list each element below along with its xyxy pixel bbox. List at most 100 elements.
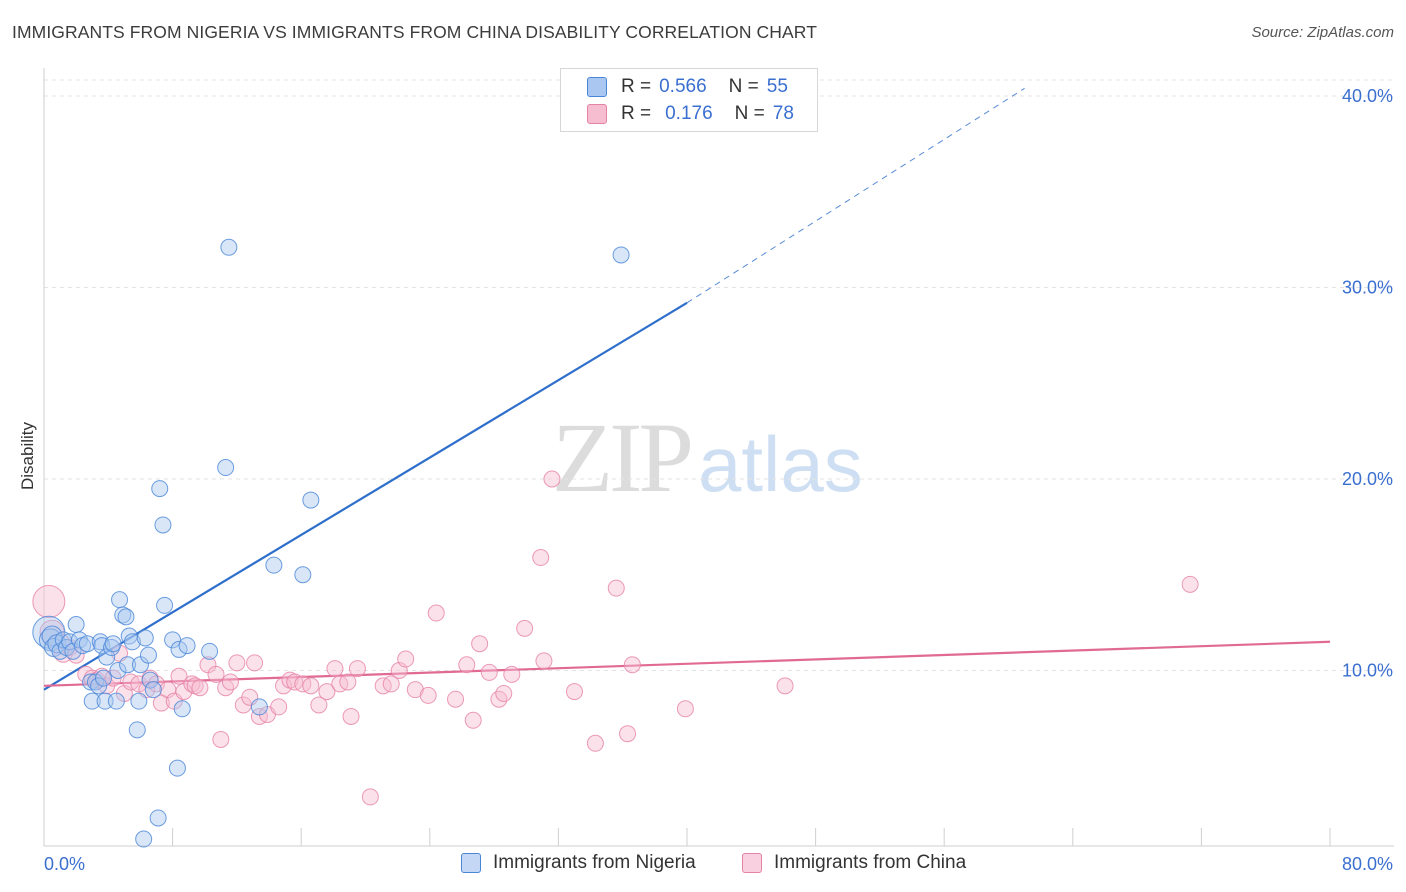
china-point: [302, 677, 320, 695]
nigeria-point: [67, 616, 85, 634]
series-legend-label: Immigrants from Nigeria: [493, 852, 696, 873]
legend-r-label: R =: [621, 76, 652, 97]
nigeria-point: [217, 459, 235, 477]
china-point: [246, 654, 264, 672]
nigeria-point: [111, 591, 129, 609]
legend-r-label: R =: [621, 103, 652, 124]
china-trend-line: [43, 640, 1331, 687]
series-swatch-nigeria: [461, 853, 481, 873]
nigeria-point: [130, 692, 148, 710]
legend-row-china: R = 0.176 N = 78: [587, 101, 794, 127]
china-point: [397, 650, 415, 668]
china-point: [565, 683, 583, 701]
china-point: [183, 675, 201, 693]
china-point: [676, 700, 694, 718]
china-point: [310, 696, 328, 714]
nigeria-point: [136, 629, 154, 647]
axes: [43, 68, 1394, 847]
china-point: [361, 788, 379, 806]
series-legend-label: Immigrants from China: [774, 852, 967, 873]
nigeria-point: [82, 673, 100, 691]
nigeria-point: [128, 721, 146, 739]
china-point: [170, 667, 188, 685]
legend-r-value: 0.176: [665, 103, 713, 124]
nigeria-point: [70, 631, 88, 649]
nigeria-trend-extension: [686, 87, 1025, 304]
series-legend-china[interactable]: Immigrants from China: [742, 852, 966, 874]
nigeria-point: [201, 642, 219, 660]
china-point: [228, 654, 246, 672]
nigeria-point: [168, 759, 186, 777]
china-point: [419, 686, 437, 704]
nigeria-point: [156, 596, 174, 614]
china-point: [447, 690, 465, 708]
china-point: [221, 673, 239, 691]
nigeria-point: [154, 516, 172, 534]
china-point: [607, 579, 625, 597]
nigeria-point: [149, 809, 167, 827]
china-point: [212, 730, 230, 748]
nigeria-point: [220, 238, 238, 256]
series-legend: Immigrants from Nigeria Immigrants from …: [0, 852, 1406, 878]
china-point: [318, 683, 336, 701]
china-point: [207, 665, 225, 683]
china-point: [427, 604, 445, 622]
zipatlas-watermark: ZIP atlas: [552, 402, 863, 513]
chart-title: IMMIGRANTS FROM NIGERIA VS IMMIGRANTS FR…: [12, 22, 818, 42]
y-tick-label: 40.0%: [1342, 86, 1393, 106]
series-swatch-china: [742, 853, 762, 873]
x-tick-label: 0.0%: [44, 854, 85, 874]
nigeria-point: [107, 692, 125, 710]
nigeria-point: [173, 700, 191, 718]
nigeria-point: [294, 566, 312, 584]
china-point: [32, 585, 66, 619]
y-axis-label: Disability: [18, 421, 37, 491]
nigeria-point: [83, 692, 101, 710]
nigeria-point: [104, 635, 122, 653]
china-point: [275, 677, 293, 695]
legend-n-value: 78: [772, 103, 794, 124]
nigeria-point: [265, 556, 283, 574]
source-credit: Source: ZipAtlas.com: [1251, 24, 1394, 41]
legend-row-nigeria: R = 0.566 N = 55: [587, 74, 788, 100]
nigeria-point: [117, 608, 135, 626]
nigeria-point: [164, 631, 182, 649]
nigeria-point: [78, 635, 96, 653]
y-tick-label: 30.0%: [1342, 278, 1393, 298]
legend-swatch-nigeria: [587, 77, 607, 97]
series-legend-nigeria[interactable]: Immigrants from Nigeria: [461, 852, 696, 874]
china-point: [471, 635, 489, 653]
nigeria-point: [119, 656, 137, 674]
china-point: [270, 698, 288, 716]
china-point: [191, 679, 209, 697]
china-point: [464, 711, 482, 729]
china-point: [619, 725, 637, 743]
legend-n-label: N =: [728, 76, 759, 97]
nigeria-point: [144, 681, 162, 699]
china-point: [516, 619, 534, 637]
china-point: [1181, 575, 1199, 593]
nigeria-point: [139, 646, 157, 664]
china-point: [586, 734, 604, 752]
trend-lines: [43, 87, 1331, 691]
china-point: [339, 673, 357, 691]
china-point: [532, 549, 550, 567]
nigeria-point: [141, 671, 159, 689]
nigeria-point: [612, 246, 630, 264]
china-point: [776, 677, 794, 695]
china-point: [543, 470, 561, 488]
legend-r-value: 0.566: [659, 76, 707, 97]
china-point: [623, 656, 641, 674]
x-tick-label: 80.0%: [1342, 854, 1393, 874]
nigeria-point: [114, 606, 132, 624]
china-point: [326, 660, 344, 678]
legend-n-label: N =: [734, 103, 765, 124]
nigeria-point: [123, 633, 141, 651]
china-point: [342, 707, 360, 725]
china-point: [503, 665, 521, 683]
nigeria-point: [109, 662, 127, 679]
tick-labels: 10.0% 20.0% 30.0% 40.0% 0.0% 80.0%: [44, 86, 1393, 874]
legend-n-value: 55: [766, 76, 788, 97]
china-point: [480, 663, 498, 681]
